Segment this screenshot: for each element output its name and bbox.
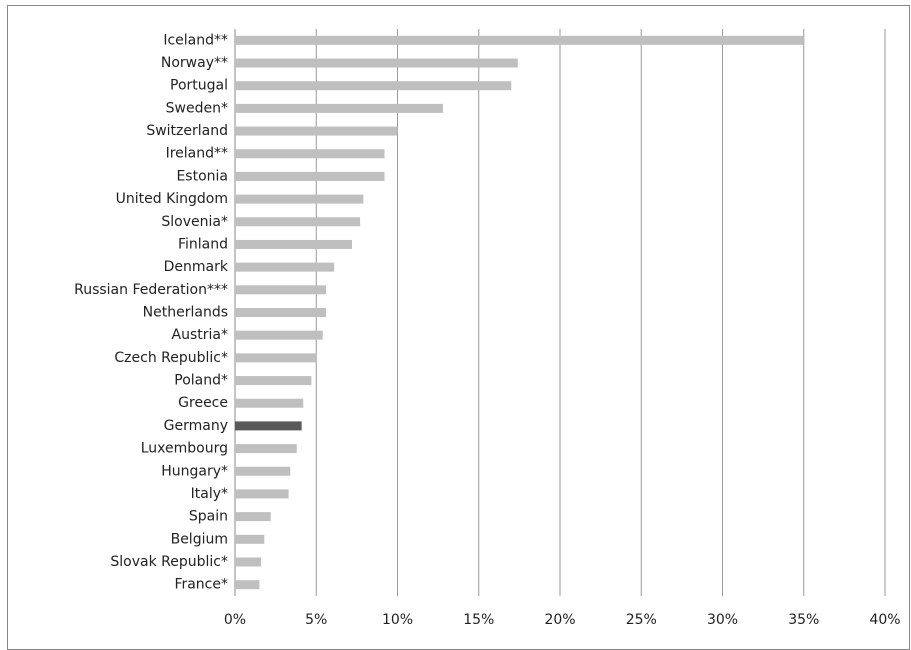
- bar: [235, 353, 317, 363]
- y-tick-label: France*: [174, 577, 228, 593]
- x-tick-label: 40%: [869, 612, 900, 628]
- chart-frame: [7, 5, 910, 650]
- y-tick-label: Portugal: [170, 78, 228, 94]
- x-tick-label: 15%: [463, 612, 494, 628]
- y-tick-label: Finland: [178, 236, 228, 252]
- y-tick-label: Ireland**: [166, 146, 228, 162]
- bar: [235, 580, 260, 590]
- bar: [235, 534, 265, 544]
- bar: [235, 376, 312, 386]
- bar: [235, 58, 518, 68]
- y-tick-label: Germany: [164, 418, 228, 434]
- y-tick-label: Poland*: [174, 373, 228, 389]
- bar: [235, 239, 352, 249]
- bar: [235, 308, 326, 317]
- y-tick-label: Hungary*: [161, 463, 228, 479]
- x-tick-label: 30%: [707, 612, 738, 628]
- y-tick-label: Netherlands: [143, 305, 228, 321]
- y-tick-label: Slovak Republic*: [110, 554, 228, 570]
- x-tick-label: 10%: [382, 612, 413, 628]
- bar: [235, 103, 443, 113]
- y-tick-label: Iceland**: [163, 32, 228, 48]
- y-tick-label: Czech Republic*: [114, 350, 228, 366]
- bar: [235, 126, 398, 136]
- x-tick-label: 0%: [224, 612, 246, 628]
- bar: [235, 444, 297, 454]
- y-tick-label: Italy*: [191, 486, 228, 502]
- y-tick-label: Norway**: [161, 55, 228, 71]
- bar: [235, 217, 361, 227]
- bar: [235, 512, 271, 522]
- bar: [235, 466, 291, 476]
- bar: [235, 194, 364, 204]
- y-tick-label: Russian Federation***: [74, 282, 228, 298]
- y-tick-label: United Kingdom: [116, 191, 228, 207]
- bar: [235, 330, 323, 340]
- y-tick-label: Sweden*: [166, 100, 228, 116]
- x-tick-label: 5%: [305, 612, 327, 628]
- y-tick-label: Luxembourg: [141, 441, 228, 457]
- y-tick-label: Denmark: [164, 259, 229, 275]
- x-tick-label: 20%: [544, 612, 575, 628]
- y-tick-label: Slovenia*: [161, 214, 228, 230]
- bar: [235, 557, 261, 567]
- x-tick-label: 25%: [626, 612, 657, 628]
- bar: [235, 421, 302, 431]
- bar: [235, 285, 326, 295]
- bar: [235, 149, 385, 159]
- y-tick-label: Greece: [178, 395, 228, 411]
- bar: [235, 81, 512, 91]
- bar: [235, 262, 335, 272]
- y-tick-label: Austria*: [172, 327, 228, 343]
- y-tick-label: Spain: [189, 509, 228, 525]
- y-tick-label: Belgium: [171, 531, 228, 547]
- x-tick-label: 35%: [788, 612, 819, 628]
- y-tick-label: Estonia: [176, 168, 228, 184]
- y-tick-label: Switzerland: [146, 123, 228, 139]
- bar: [235, 35, 804, 45]
- bar: [235, 398, 304, 408]
- bar: [235, 489, 289, 499]
- bar: [235, 171, 385, 181]
